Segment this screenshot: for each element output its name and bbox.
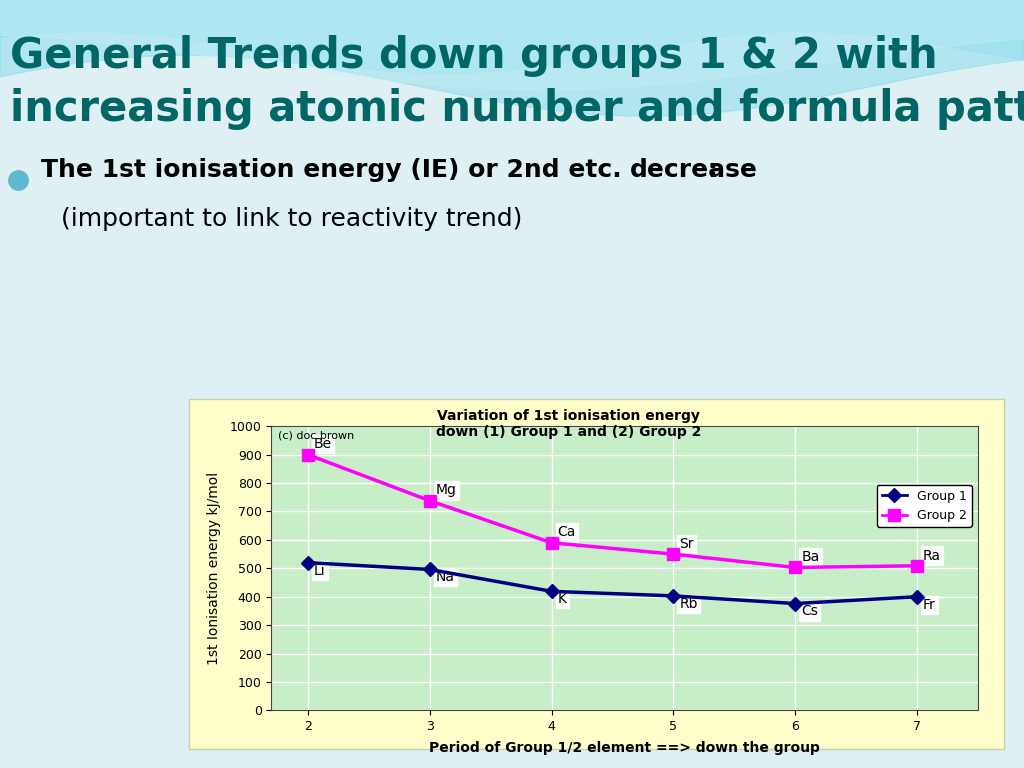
Text: Rb: Rb [680,597,698,611]
Text: K: K [558,592,566,606]
Text: Mg: Mg [436,483,457,498]
Text: decrease: decrease [630,158,758,183]
Y-axis label: 1st Ionisation energy kJ/mol: 1st Ionisation energy kJ/mol [208,472,221,665]
Text: General Trends down groups 1 & 2 with: General Trends down groups 1 & 2 with [10,35,938,77]
X-axis label: Period of Group 1/2 element ==> down the group: Period of Group 1/2 element ==> down the… [429,741,820,756]
Legend: Group 1, Group 2: Group 1, Group 2 [877,485,972,527]
Text: :: : [708,158,718,183]
Text: Li: Li [314,564,326,578]
Text: Cs: Cs [801,604,818,618]
Text: Ba: Ba [801,550,819,564]
Text: The 1st ionisation energy (IE) or 2nd etc.: The 1st ionisation energy (IE) or 2nd et… [41,158,631,183]
Text: Variation of 1st ionisation energy
down (1) Group 1 and (2) Group 2: Variation of 1st ionisation energy down … [435,409,701,439]
Text: Sr: Sr [680,537,694,551]
Text: Fr: Fr [923,598,936,611]
Text: Ra: Ra [923,548,941,562]
Text: (c) doc brown: (c) doc brown [279,431,354,441]
Text: Be: Be [314,438,332,452]
Text: Na: Na [436,571,455,584]
Text: (important to link to reactivity trend): (important to link to reactivity trend) [61,207,523,231]
Text: increasing atomic number and formula patterns: increasing atomic number and formula pat… [10,88,1024,131]
Text: 29: 29 [976,737,998,754]
Text: Ca: Ca [558,525,577,539]
